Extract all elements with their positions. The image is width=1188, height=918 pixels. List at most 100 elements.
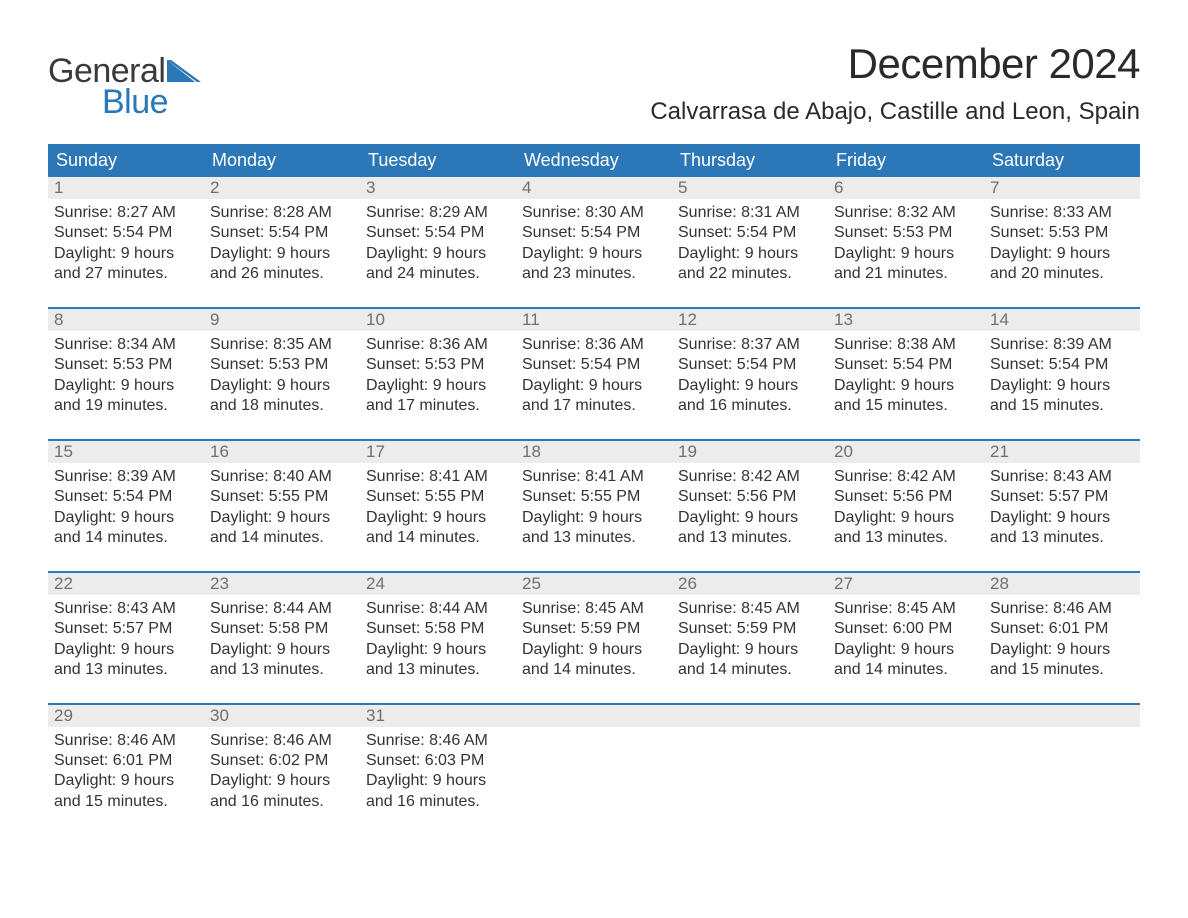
logo: General Blue xyxy=(48,52,201,122)
sunset-line: Sunset: 5:53 PM xyxy=(834,223,978,243)
day-data: Sunrise: 8:41 AMSunset: 5:55 PMDaylight:… xyxy=(360,463,516,549)
sunrise-line: Sunrise: 8:46 AM xyxy=(990,599,1134,619)
daylight-line1: Daylight: 9 hours xyxy=(522,640,666,660)
calendar-cell: 23Sunrise: 8:44 AMSunset: 5:58 PMDayligh… xyxy=(204,573,360,681)
daylight-line2: and 16 minutes. xyxy=(366,792,510,812)
calendar-cell: 31Sunrise: 8:46 AMSunset: 6:03 PMDayligh… xyxy=(360,705,516,813)
day-number: 26 xyxy=(672,573,828,595)
calendar-cell: 8Sunrise: 8:34 AMSunset: 5:53 PMDaylight… xyxy=(48,309,204,417)
daylight-line2: and 14 minutes. xyxy=(54,528,198,548)
daylight-line2: and 13 minutes. xyxy=(834,528,978,548)
day-data xyxy=(672,727,828,731)
sunrise-line: Sunrise: 8:42 AM xyxy=(834,467,978,487)
calendar-cell xyxy=(516,705,672,813)
sunrise-line: Sunrise: 8:41 AM xyxy=(366,467,510,487)
daylight-line2: and 14 minutes. xyxy=(678,660,822,680)
sunset-line: Sunset: 5:55 PM xyxy=(366,487,510,507)
daylight-line1: Daylight: 9 hours xyxy=(990,244,1134,264)
dayheader: Friday xyxy=(828,144,984,177)
calendar-cell xyxy=(828,705,984,813)
daylight-line1: Daylight: 9 hours xyxy=(522,508,666,528)
sunset-line: Sunset: 6:00 PM xyxy=(834,619,978,639)
day-number: 30 xyxy=(204,705,360,727)
daylight-line2: and 17 minutes. xyxy=(366,396,510,416)
day-data: Sunrise: 8:33 AMSunset: 5:53 PMDaylight:… xyxy=(984,199,1140,285)
week-row: 22Sunrise: 8:43 AMSunset: 5:57 PMDayligh… xyxy=(48,571,1140,681)
daylight-line2: and 14 minutes. xyxy=(366,528,510,548)
daylight-line2: and 15 minutes. xyxy=(990,396,1134,416)
daylight-line1: Daylight: 9 hours xyxy=(990,508,1134,528)
week-row: 15Sunrise: 8:39 AMSunset: 5:54 PMDayligh… xyxy=(48,439,1140,549)
day-number: 4 xyxy=(516,177,672,199)
logo-word2: Blue xyxy=(102,83,201,122)
day-number xyxy=(672,705,828,727)
calendar-cell: 27Sunrise: 8:45 AMSunset: 6:00 PMDayligh… xyxy=(828,573,984,681)
calendar-cell: 9Sunrise: 8:35 AMSunset: 5:53 PMDaylight… xyxy=(204,309,360,417)
day-number: 29 xyxy=(48,705,204,727)
calendar-cell xyxy=(672,705,828,813)
sunrise-line: Sunrise: 8:39 AM xyxy=(54,467,198,487)
calendar-cell: 7Sunrise: 8:33 AMSunset: 5:53 PMDaylight… xyxy=(984,177,1140,285)
day-number: 25 xyxy=(516,573,672,595)
sunrise-line: Sunrise: 8:45 AM xyxy=(678,599,822,619)
sunset-line: Sunset: 5:57 PM xyxy=(990,487,1134,507)
sunset-line: Sunset: 5:58 PM xyxy=(210,619,354,639)
calendar-cell: 26Sunrise: 8:45 AMSunset: 5:59 PMDayligh… xyxy=(672,573,828,681)
day-number: 13 xyxy=(828,309,984,331)
week-row: 1Sunrise: 8:27 AMSunset: 5:54 PMDaylight… xyxy=(48,177,1140,285)
sunrise-line: Sunrise: 8:30 AM xyxy=(522,203,666,223)
day-data: Sunrise: 8:45 AMSunset: 6:00 PMDaylight:… xyxy=(828,595,984,681)
daylight-line2: and 23 minutes. xyxy=(522,264,666,284)
calendar-cell: 1Sunrise: 8:27 AMSunset: 5:54 PMDaylight… xyxy=(48,177,204,285)
calendar-cell: 24Sunrise: 8:44 AMSunset: 5:58 PMDayligh… xyxy=(360,573,516,681)
daylight-line1: Daylight: 9 hours xyxy=(366,640,510,660)
sunset-line: Sunset: 6:03 PM xyxy=(366,751,510,771)
day-data: Sunrise: 8:41 AMSunset: 5:55 PMDaylight:… xyxy=(516,463,672,549)
sunset-line: Sunset: 5:59 PM xyxy=(522,619,666,639)
daylight-line2: and 27 minutes. xyxy=(54,264,198,284)
sunset-line: Sunset: 5:54 PM xyxy=(54,487,198,507)
sunrise-line: Sunrise: 8:46 AM xyxy=(54,731,198,751)
daylight-line2: and 19 minutes. xyxy=(54,396,198,416)
day-data: Sunrise: 8:46 AMSunset: 6:01 PMDaylight:… xyxy=(984,595,1140,681)
day-data: Sunrise: 8:34 AMSunset: 5:53 PMDaylight:… xyxy=(48,331,204,417)
day-number: 24 xyxy=(360,573,516,595)
sunset-line: Sunset: 5:54 PM xyxy=(678,223,822,243)
day-data: Sunrise: 8:39 AMSunset: 5:54 PMDaylight:… xyxy=(984,331,1140,417)
daylight-line1: Daylight: 9 hours xyxy=(366,376,510,396)
sunset-line: Sunset: 6:01 PM xyxy=(990,619,1134,639)
day-data: Sunrise: 8:36 AMSunset: 5:53 PMDaylight:… xyxy=(360,331,516,417)
calendar-cell: 15Sunrise: 8:39 AMSunset: 5:54 PMDayligh… xyxy=(48,441,204,549)
daylight-line1: Daylight: 9 hours xyxy=(990,640,1134,660)
daylight-line1: Daylight: 9 hours xyxy=(522,244,666,264)
daylight-line2: and 14 minutes. xyxy=(522,660,666,680)
calendar-cell: 2Sunrise: 8:28 AMSunset: 5:54 PMDaylight… xyxy=(204,177,360,285)
day-number: 16 xyxy=(204,441,360,463)
calendar-cell: 19Sunrise: 8:42 AMSunset: 5:56 PMDayligh… xyxy=(672,441,828,549)
daylight-line1: Daylight: 9 hours xyxy=(210,508,354,528)
day-data: Sunrise: 8:29 AMSunset: 5:54 PMDaylight:… xyxy=(360,199,516,285)
daylight-line2: and 13 minutes. xyxy=(54,660,198,680)
sunset-line: Sunset: 5:54 PM xyxy=(834,355,978,375)
day-data: Sunrise: 8:45 AMSunset: 5:59 PMDaylight:… xyxy=(672,595,828,681)
sunset-line: Sunset: 5:54 PM xyxy=(678,355,822,375)
sunrise-line: Sunrise: 8:36 AM xyxy=(522,335,666,355)
sunrise-line: Sunrise: 8:35 AM xyxy=(210,335,354,355)
sunrise-line: Sunrise: 8:43 AM xyxy=(54,599,198,619)
day-data: Sunrise: 8:27 AMSunset: 5:54 PMDaylight:… xyxy=(48,199,204,285)
calendar-cell: 29Sunrise: 8:46 AMSunset: 6:01 PMDayligh… xyxy=(48,705,204,813)
day-number: 17 xyxy=(360,441,516,463)
day-number: 2 xyxy=(204,177,360,199)
calendar-cell: 12Sunrise: 8:37 AMSunset: 5:54 PMDayligh… xyxy=(672,309,828,417)
daylight-line1: Daylight: 9 hours xyxy=(366,771,510,791)
dayheader: Saturday xyxy=(984,144,1140,177)
sunset-line: Sunset: 5:54 PM xyxy=(522,355,666,375)
daylight-line1: Daylight: 9 hours xyxy=(54,640,198,660)
day-data: Sunrise: 8:40 AMSunset: 5:55 PMDaylight:… xyxy=(204,463,360,549)
daylight-line1: Daylight: 9 hours xyxy=(834,376,978,396)
day-number: 20 xyxy=(828,441,984,463)
day-data: Sunrise: 8:38 AMSunset: 5:54 PMDaylight:… xyxy=(828,331,984,417)
daylight-line2: and 13 minutes. xyxy=(678,528,822,548)
dayheader: Monday xyxy=(204,144,360,177)
day-data: Sunrise: 8:46 AMSunset: 6:03 PMDaylight:… xyxy=(360,727,516,813)
